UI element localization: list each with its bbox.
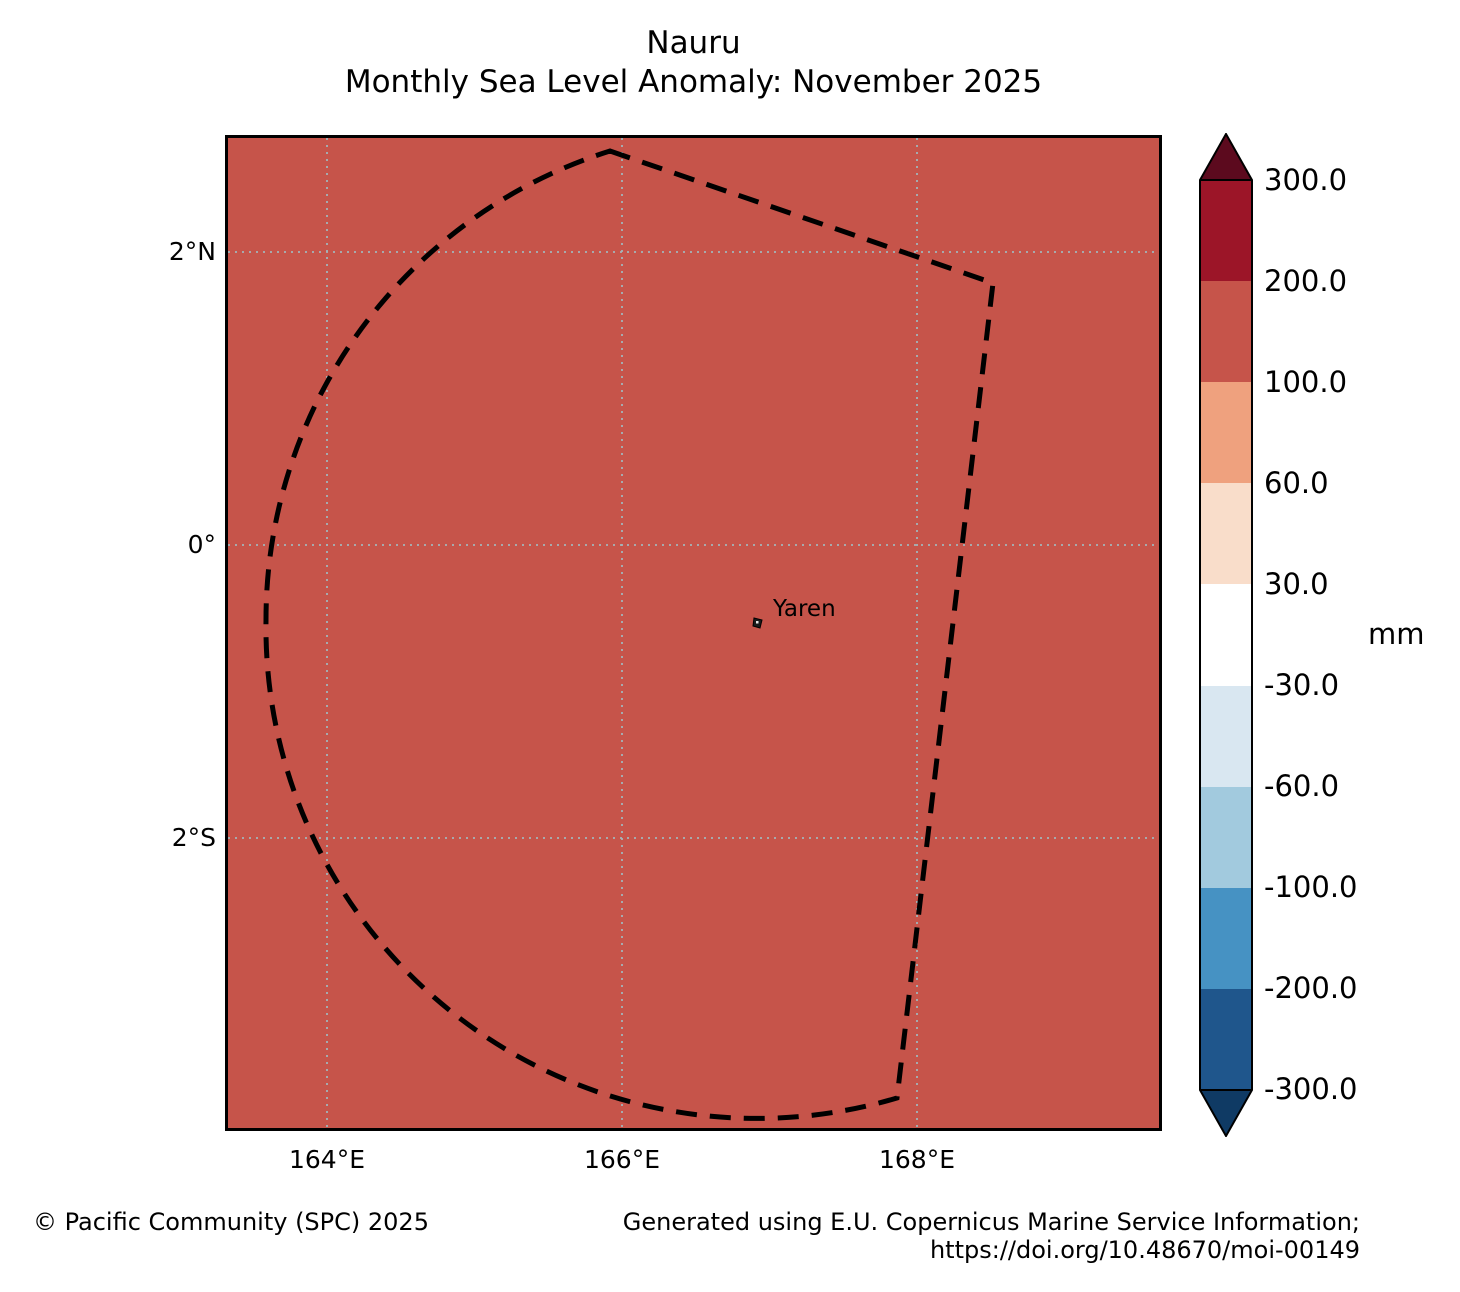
colorbar-unit-label: mm bbox=[1368, 617, 1425, 651]
colorbar-seg-neg100-neg60 bbox=[1200, 787, 1252, 889]
cbar-tick-neg300: -300.0 bbox=[1264, 1072, 1358, 1106]
colorbar-canvas bbox=[1199, 133, 1253, 1137]
xtick-164e: 164°E bbox=[288, 1145, 365, 1174]
cbar-tick-neg200: -200.0 bbox=[1264, 971, 1358, 1005]
xtick-166e: 166°E bbox=[583, 1145, 660, 1174]
cbar-tick-neg60: -60.0 bbox=[1264, 769, 1340, 803]
cbar-tick-neg30: -30.0 bbox=[1264, 668, 1340, 702]
xtick-168e: 168°E bbox=[878, 1145, 955, 1174]
cbar-tick-100: 100.0 bbox=[1264, 365, 1348, 399]
figure-title: Nauru Monthly Sea Level Anomaly: Novembe… bbox=[225, 24, 1162, 102]
colorbar-seg-neg200-neg100 bbox=[1200, 888, 1252, 990]
graticule bbox=[228, 138, 1159, 1128]
map-axes: Yaren bbox=[225, 135, 1162, 1131]
footer-attribution-line1: Generated using E.U. Copernicus Marine S… bbox=[622, 1208, 1360, 1236]
eez-boundary-dashed bbox=[263, 148, 996, 1121]
cbar-tick-300: 300.0 bbox=[1264, 163, 1348, 197]
ytick-2s: 2°S bbox=[171, 823, 216, 852]
sea-anomaly-fill bbox=[228, 138, 1159, 1128]
map-canvas bbox=[228, 138, 1159, 1128]
footer-copyright: © Pacific Community (SPC) 2025 bbox=[33, 1208, 429, 1236]
ytick-2n: 2°N bbox=[168, 237, 216, 266]
colorbar-seg-neg60-neg30 bbox=[1200, 686, 1252, 788]
title-line-country: Nauru bbox=[646, 25, 741, 61]
cbar-tick-neg100: -100.0 bbox=[1264, 870, 1358, 904]
colorbar-seg-100-200 bbox=[1200, 281, 1252, 383]
colorbar-seg-60-100 bbox=[1200, 382, 1252, 484]
footer-attribution-line2: https://doi.org/10.48670/moi-00149 bbox=[929, 1236, 1360, 1264]
cbar-tick-60: 60.0 bbox=[1264, 466, 1329, 500]
colorbar-seg-neg30-30 bbox=[1200, 584, 1252, 687]
colorbar bbox=[1199, 133, 1253, 1137]
colorbar-outline bbox=[1199, 133, 1253, 1137]
ytick-0: 0° bbox=[187, 530, 216, 559]
title-line-subtitle: Monthly Sea Level Anomaly: November 2025 bbox=[344, 64, 1043, 100]
cbar-tick-200: 200.0 bbox=[1264, 264, 1348, 298]
colorbar-arrow-under-neg300 bbox=[1200, 1090, 1252, 1136]
island-inner-speck bbox=[756, 621, 759, 624]
colorbar-arrow-over-300 bbox=[1200, 134, 1252, 180]
island-marker bbox=[752, 617, 763, 629]
footer-attribution: Generated using E.U. Copernicus Marine S… bbox=[623, 1208, 1360, 1264]
cbar-tick-30: 30.0 bbox=[1264, 567, 1329, 601]
place-label-yaren: Yaren bbox=[773, 596, 836, 622]
colorbar-seg-neg300-neg200 bbox=[1200, 989, 1252, 1090]
colorbar-seg-200-300 bbox=[1200, 180, 1252, 282]
colorbar-seg-30-60 bbox=[1200, 483, 1252, 585]
